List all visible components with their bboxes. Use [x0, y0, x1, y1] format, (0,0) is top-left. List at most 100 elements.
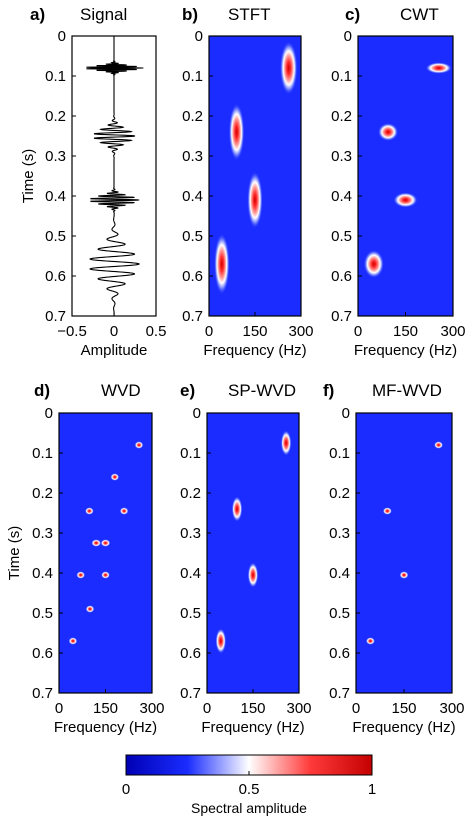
- y-tick-label: 0.7: [329, 685, 350, 702]
- y-tick-label: 0.3: [331, 148, 352, 165]
- x-tick-label: 0: [354, 323, 362, 340]
- energy-blob: [382, 507, 392, 515]
- signal-trace: [86, 36, 144, 316]
- energy-blob: [399, 571, 409, 579]
- energy-blob: [393, 192, 418, 208]
- y-tick-label: 0: [195, 28, 203, 45]
- energy-blob: [363, 249, 384, 279]
- y-tick-label: 0.6: [45, 268, 66, 285]
- y-tick-label: 0: [58, 28, 66, 45]
- y-tick-label: 0.3: [329, 525, 350, 542]
- y-tick-label: 0.7: [331, 308, 352, 325]
- y-tick-label: 0.5: [180, 605, 201, 622]
- y-tick-label: 0.4: [45, 188, 66, 205]
- x-tick-label: −0.5: [57, 323, 87, 340]
- x-axis-label: Amplitude: [81, 342, 148, 359]
- y-tick-label: 0.7: [180, 685, 201, 702]
- energy-blob: [228, 103, 245, 161]
- energy-blob: [433, 441, 444, 449]
- y-tick-label: 0.5: [45, 228, 66, 245]
- y-tick-label: 0.5: [182, 228, 203, 245]
- colorbar-label: Spectral amplitude: [191, 800, 307, 816]
- y-tick-label: 0.5: [32, 605, 53, 622]
- energy-blob: [101, 571, 110, 579]
- panel-letter: c): [345, 5, 360, 24]
- y-tick-label: 0: [193, 405, 201, 422]
- y-tick-label: 0.2: [45, 108, 66, 125]
- y-tick-label: 0.3: [32, 525, 53, 542]
- y-tick-label: 0.2: [331, 108, 352, 125]
- energy-blob: [85, 605, 95, 613]
- y-tick-label: 0.2: [182, 108, 203, 125]
- x-tick-label: 0: [203, 700, 211, 717]
- y-tick-label: 0.1: [182, 68, 203, 85]
- y-tick-label: 0: [342, 405, 350, 422]
- energy-blob: [119, 507, 129, 515]
- energy-blob: [279, 41, 298, 95]
- energy-blob: [110, 473, 120, 481]
- panel-letter: d): [34, 381, 50, 400]
- energy-blob: [134, 441, 144, 449]
- energy-blob: [247, 171, 263, 229]
- y-tick-label: 0.3: [180, 525, 201, 542]
- y-tick-label: 0.2: [329, 485, 350, 502]
- colorbar-tick-label: 0.5: [239, 781, 260, 798]
- energy-blob: [365, 637, 376, 645]
- energy-blob: [280, 430, 292, 456]
- energy-blob: [247, 562, 259, 588]
- panel-title: MF-WVD: [372, 381, 442, 400]
- energy-blob: [100, 539, 111, 547]
- y-tick-label: 0.1: [329, 445, 350, 462]
- y-tick-label: 0.6: [180, 645, 201, 662]
- panel-title: WVD: [101, 381, 141, 400]
- x-tick-label: 0: [110, 323, 118, 340]
- energy-blob: [68, 637, 78, 645]
- y-tick-label: 0.4: [180, 565, 201, 582]
- x-tick-label: 300: [288, 323, 313, 340]
- y-tick-label: 0: [45, 405, 53, 422]
- y-tick-label: 0.6: [32, 645, 53, 662]
- y-tick-label: 0.1: [32, 445, 53, 462]
- x-tick-label: 150: [393, 323, 418, 340]
- y-axis-label: Time (s): [20, 149, 37, 203]
- y-tick-label: 0.1: [180, 445, 201, 462]
- energy-blob: [84, 507, 94, 515]
- colorbar-tick-label: 1: [368, 781, 376, 798]
- x-tick-label: 150: [240, 700, 265, 717]
- x-tick-label: 300: [439, 700, 464, 717]
- y-tick-label: 0: [344, 28, 352, 45]
- panel-title: STFT: [228, 5, 271, 24]
- y-tick-label: 0.2: [32, 485, 53, 502]
- y-tick-label: 0.3: [45, 148, 66, 165]
- x-tick-label: 0: [352, 700, 360, 717]
- energy-blob: [215, 628, 227, 654]
- heatmap-background: [59, 413, 152, 693]
- x-axis-label: Frequency (Hz): [201, 719, 304, 736]
- y-tick-label: 0.6: [329, 645, 350, 662]
- panel-title: SP-WVD: [228, 381, 296, 400]
- y-tick-label: 0.7: [45, 308, 66, 325]
- y-axis-label: Time (s): [6, 526, 23, 580]
- x-tick-label: 0.5: [146, 323, 167, 340]
- colorbar-tick-label: 0: [122, 781, 130, 798]
- heatmap-background: [356, 413, 452, 693]
- y-tick-label: 0.1: [331, 68, 352, 85]
- panel-title: Signal: [80, 5, 127, 24]
- x-tick-label: 0: [205, 323, 213, 340]
- x-axis-label: Frequency (Hz): [54, 719, 157, 736]
- y-tick-label: 0.6: [182, 268, 203, 285]
- energy-blob: [91, 539, 102, 547]
- x-tick-label: 150: [242, 323, 267, 340]
- panel-a: a) Signal 0 0.1 0.2 0.3 0.4 0.5 0.6 0.7−0.5 0 0.5 Am…: [20, 5, 166, 359]
- y-tick-label: 0.4: [329, 565, 350, 582]
- x-tick-label: 0: [55, 700, 63, 717]
- y-tick-label: 0.4: [182, 188, 203, 205]
- y-tick-label: 0.7: [182, 308, 203, 325]
- x-axis-label: Frequency (Hz): [203, 342, 306, 359]
